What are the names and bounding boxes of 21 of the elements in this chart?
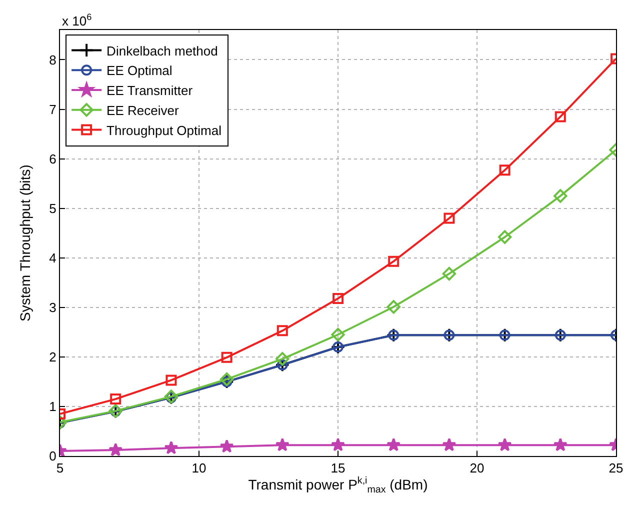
y-tick-label: 1 [49, 399, 56, 414]
legend-label: EE Optimal [106, 63, 172, 78]
x-axis-title: Transmit power P$^{k,i}$$_{max}$ (dBm) [248, 476, 428, 496]
y-tick-label: 2 [49, 349, 56, 364]
legend-label: Dinkelbach method [106, 43, 218, 58]
x-tick-label: 15 [330, 460, 346, 476]
y-tick-label: 0 [49, 448, 56, 464]
legend-label: EE Receiver [106, 102, 180, 118]
y-tick-label: 4 [49, 250, 56, 266]
legend-label: Throughput Optimal [106, 122, 222, 138]
y-tick-label: 7 [49, 102, 56, 117]
y-tick-label: 5 [49, 200, 56, 216]
y-tick-label: 8 [49, 52, 56, 68]
legend-label: EE Transmitter [106, 83, 194, 98]
y-axis-title: System Throughput (bits) [16, 164, 33, 322]
x-tick-label: 20 [470, 460, 484, 476]
text: x 10$^{6}$ [62, 12, 92, 28]
y-tick-label: 3 [49, 300, 56, 315]
x-tick-label: 25 [608, 460, 624, 476]
x-tick-label: 10 [192, 460, 206, 476]
y-tick-label: 6 [49, 151, 56, 166]
